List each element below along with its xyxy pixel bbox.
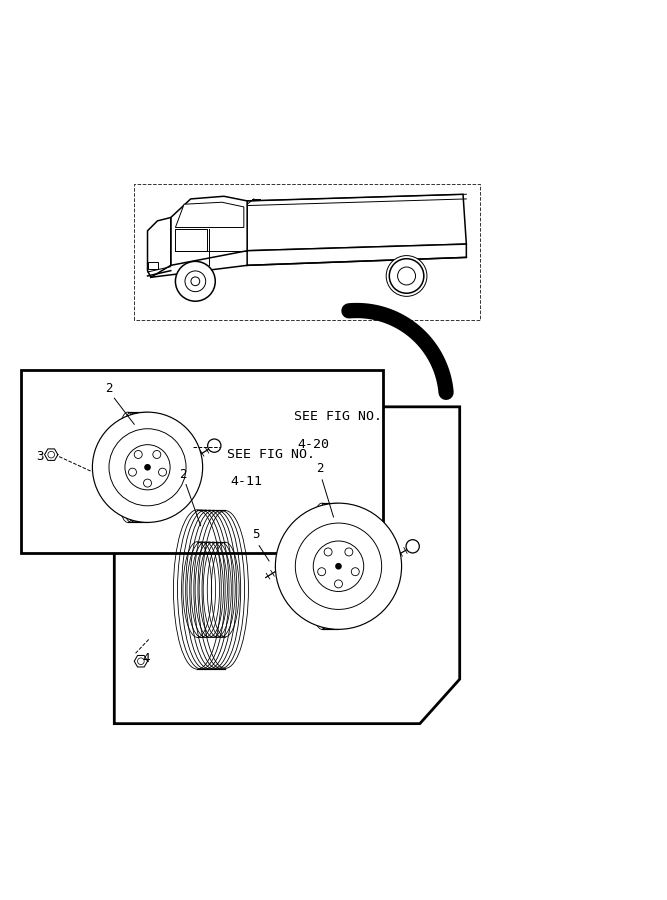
Circle shape [109,428,186,506]
Circle shape [207,439,221,453]
Circle shape [286,554,299,567]
Text: 2: 2 [179,468,187,481]
Circle shape [406,540,420,553]
Text: 4-20: 4-20 [297,438,329,451]
Circle shape [159,468,167,476]
Circle shape [143,479,151,487]
Circle shape [191,277,199,285]
Bar [21,370,384,553]
Circle shape [134,451,142,458]
Text: 2: 2 [105,382,113,395]
Circle shape [345,548,353,556]
Circle shape [352,568,360,576]
Circle shape [129,468,137,476]
Circle shape [317,568,325,576]
Circle shape [398,267,416,285]
Text: 4: 4 [143,652,150,665]
Polygon shape [114,407,460,724]
Text: 2: 2 [316,463,324,475]
Circle shape [93,412,203,522]
Circle shape [275,503,402,629]
Text: 4-11: 4-11 [231,475,263,488]
Text: SEE FIG NO.: SEE FIG NO. [293,410,382,423]
Circle shape [175,261,215,302]
Circle shape [185,271,205,292]
Circle shape [386,256,427,296]
FancyArrowPatch shape [444,384,446,391]
Circle shape [125,445,170,490]
Polygon shape [147,218,171,277]
Polygon shape [247,244,466,266]
Text: SEE FIG NO.: SEE FIG NO. [227,448,315,462]
Polygon shape [175,202,244,228]
Polygon shape [247,194,466,251]
Circle shape [334,580,342,588]
Circle shape [313,541,364,591]
Circle shape [295,523,382,609]
Polygon shape [171,196,247,266]
Text: 3: 3 [36,450,43,464]
Text: 5: 5 [252,528,259,541]
Circle shape [144,464,151,471]
Bar [148,262,158,269]
Circle shape [153,451,161,458]
Circle shape [390,258,424,293]
Circle shape [324,548,332,556]
Circle shape [335,562,342,570]
